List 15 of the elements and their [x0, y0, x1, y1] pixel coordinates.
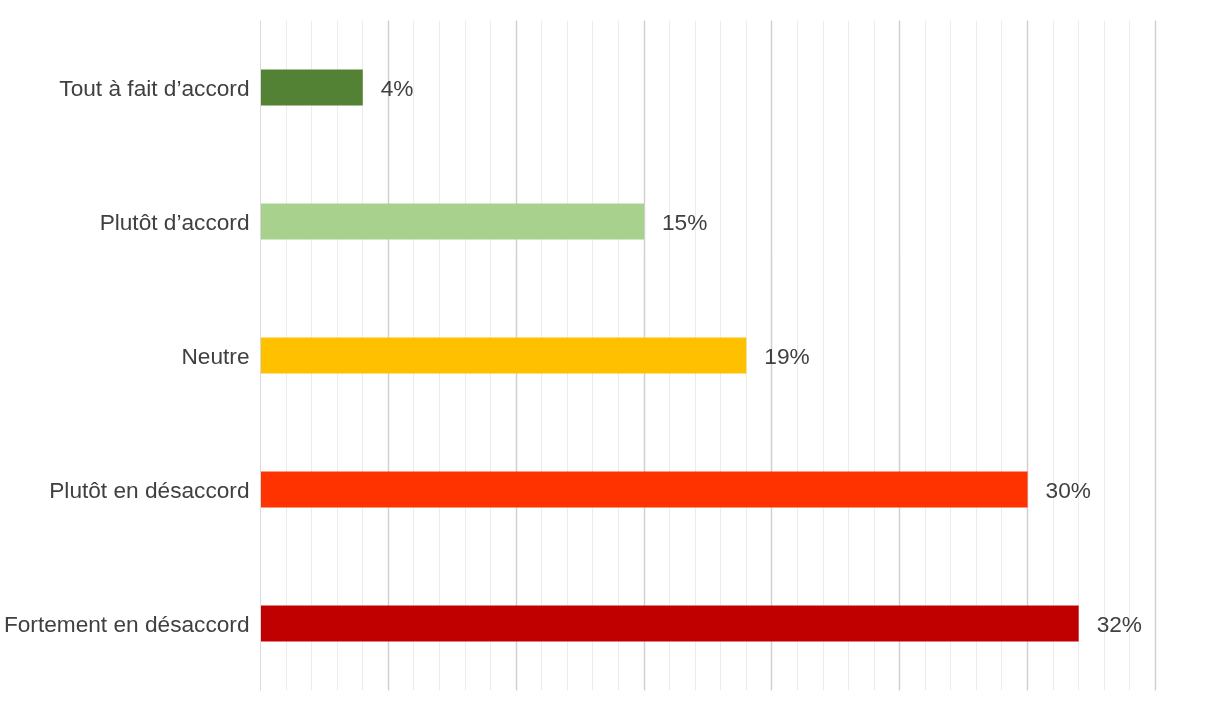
- bar: [260, 605, 1079, 642]
- data-label: 15%: [662, 208, 708, 235]
- y-tick-label: Neutre: [181, 342, 250, 369]
- bar: [260, 69, 363, 106]
- bar: [260, 471, 1028, 508]
- y-tick-label: Tout à fait d’accord: [59, 74, 250, 101]
- data-label: 32%: [1096, 610, 1143, 637]
- data-label: 4%: [380, 74, 414, 101]
- y-tick-label: Plutôt d’accord: [99, 208, 250, 235]
- bar: [260, 337, 747, 374]
- bar: [260, 203, 645, 240]
- data-label: 30%: [1045, 476, 1091, 503]
- data-label: 19%: [764, 342, 810, 369]
- y-tick-label: Fortement en désaccord: [3, 610, 250, 637]
- y-tick-label: Plutôt en désaccord: [49, 476, 250, 503]
